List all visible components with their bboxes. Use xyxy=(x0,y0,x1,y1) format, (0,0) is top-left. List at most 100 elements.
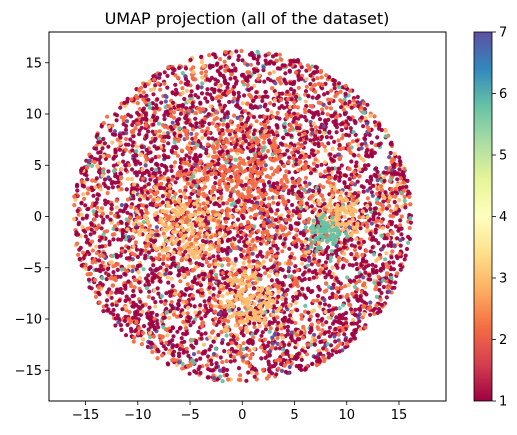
scatter-point xyxy=(200,135,205,141)
scatter-point xyxy=(124,119,130,124)
scatter-point xyxy=(183,185,188,190)
scatter-point xyxy=(326,117,331,122)
scatter-point xyxy=(164,310,169,315)
scatter-point xyxy=(90,248,95,253)
scatter-point xyxy=(131,120,136,125)
scatter-point xyxy=(85,237,90,242)
scatter-point xyxy=(390,249,395,254)
scatter-point xyxy=(154,225,159,230)
scatter-point xyxy=(174,146,179,151)
scatter-point xyxy=(348,337,353,342)
scatter-point xyxy=(124,187,129,192)
scatter-point xyxy=(324,105,329,110)
scatter-point xyxy=(130,264,135,269)
scatter-point xyxy=(104,298,110,303)
scatter-point xyxy=(309,204,314,209)
scatter-point xyxy=(362,107,367,112)
scatter-point xyxy=(278,342,283,347)
scatter-point xyxy=(151,198,156,203)
scatter-point xyxy=(236,54,241,59)
scatter-point xyxy=(397,251,402,256)
scatter-point xyxy=(292,256,297,261)
scatter-point xyxy=(108,211,114,216)
scatter-point xyxy=(189,131,194,136)
scatter-point xyxy=(327,325,332,330)
scatter-point xyxy=(162,81,167,86)
scatter-point xyxy=(351,98,356,103)
scatter-point xyxy=(153,238,158,243)
scatter-point xyxy=(357,174,362,179)
scatter-point xyxy=(323,281,329,286)
scatter-point xyxy=(336,289,341,294)
scatter-point xyxy=(113,323,118,328)
scatter-point xyxy=(169,256,174,261)
scatter-point xyxy=(123,136,129,142)
scatter-point xyxy=(109,202,114,208)
scatter-point xyxy=(132,278,137,283)
scatter-point xyxy=(246,255,251,260)
scatter-point xyxy=(145,315,150,320)
scatter-point xyxy=(333,293,338,298)
scatter-point xyxy=(141,106,146,111)
scatter-point xyxy=(155,286,160,291)
scatter-point xyxy=(267,274,272,279)
scatter-point xyxy=(263,327,268,332)
scatter-point xyxy=(232,84,237,89)
scatter-point xyxy=(368,277,373,282)
scatter-point xyxy=(265,76,271,81)
scatter-point xyxy=(89,286,94,291)
scatter-point xyxy=(393,206,398,211)
scatter-point xyxy=(331,158,336,163)
scatter-point xyxy=(345,341,350,346)
scatter-point xyxy=(162,234,167,239)
scatter-point xyxy=(95,164,100,169)
scatter-point xyxy=(360,252,365,258)
scatter-point xyxy=(324,288,329,293)
scatter-point xyxy=(176,273,181,278)
scatter-point xyxy=(79,212,84,217)
scatter-point xyxy=(83,234,88,239)
scatter-point xyxy=(279,368,285,373)
scatter-point xyxy=(248,105,253,110)
scatter-point xyxy=(177,298,182,303)
scatter-point xyxy=(117,147,122,152)
scatter-point xyxy=(100,282,105,287)
scatter-point xyxy=(296,77,301,82)
scatter-point xyxy=(189,89,194,94)
scatter-point xyxy=(75,241,80,246)
scatter-point xyxy=(178,111,183,116)
scatter-point xyxy=(122,100,127,105)
scatter-point xyxy=(92,230,97,235)
scatter-point xyxy=(245,82,250,88)
scatter-point xyxy=(320,83,325,88)
scatter-point xyxy=(166,141,171,146)
scatter-point xyxy=(164,263,170,269)
scatter-point xyxy=(134,319,139,324)
scatter-point xyxy=(302,107,307,112)
scatter-point xyxy=(225,128,230,133)
scatter-point xyxy=(160,334,165,339)
scatter-point xyxy=(295,59,301,64)
scatter-point xyxy=(236,307,241,312)
scatter-point xyxy=(373,238,378,243)
scatter-point xyxy=(203,96,208,101)
scatter-point xyxy=(180,71,185,76)
scatter-point xyxy=(305,263,310,268)
scatter-point xyxy=(106,124,112,129)
scatter-point xyxy=(233,134,238,139)
scatter-point xyxy=(340,121,345,126)
scatter-point xyxy=(279,97,284,102)
scatter-point xyxy=(208,368,213,373)
scatter-point xyxy=(393,194,398,199)
scatter-point xyxy=(322,302,328,307)
scatter-point xyxy=(260,98,265,103)
scatter-point xyxy=(77,256,82,262)
scatter-point xyxy=(289,97,294,102)
scatter-point xyxy=(240,58,245,63)
scatter-point xyxy=(211,52,216,57)
scatter-point xyxy=(348,279,353,284)
scatter-point xyxy=(206,274,211,279)
scatter-point xyxy=(327,334,333,339)
scatter-point xyxy=(248,356,253,361)
scatter-point xyxy=(108,128,113,133)
